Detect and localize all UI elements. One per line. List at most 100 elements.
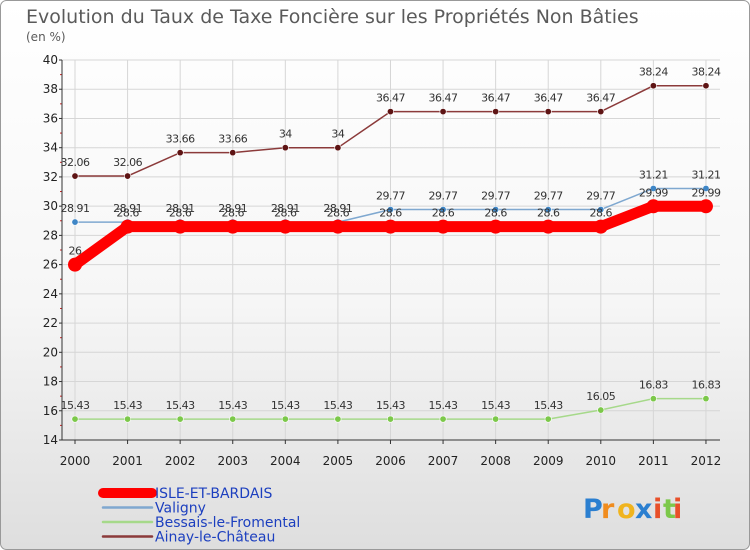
series-lines [68, 82, 713, 423]
x-tick-label: 2001 [112, 454, 143, 468]
data-point [281, 415, 289, 423]
x-tick-label: 2009 [533, 454, 564, 468]
logo-letter: i [673, 494, 682, 525]
data-label: 16.83 [691, 379, 720, 392]
data-point [649, 82, 657, 90]
y-tick-label: 38 [43, 82, 58, 96]
y-tick-label: 20 [43, 345, 58, 359]
data-point [176, 149, 184, 157]
legend-label: Bessais-le-Fromental [155, 515, 300, 531]
data-point [436, 219, 451, 234]
data-point [544, 108, 552, 116]
data-point [593, 219, 608, 234]
data-label: 36.47 [481, 92, 510, 105]
data-point [702, 395, 710, 403]
data-label: 15.43 [429, 399, 458, 412]
data-point [597, 406, 605, 414]
data-label: 36.47 [534, 92, 563, 105]
data-label: 15.43 [481, 399, 510, 412]
y-tick-label: 32 [43, 170, 58, 184]
logo-letter: t [663, 494, 676, 525]
data-label: 15.43 [61, 399, 90, 412]
data-label: 31.21 [639, 168, 668, 181]
data-label: 15.43 [534, 399, 563, 412]
data-point [124, 172, 132, 180]
data-label: 34 [331, 128, 344, 141]
logo-letter: P [583, 494, 603, 525]
data-label: 28.91 [323, 202, 352, 215]
data-point [597, 206, 605, 214]
data-label: 38.24 [639, 66, 668, 79]
data-point [646, 199, 661, 214]
x-tick-label: 2007 [428, 454, 459, 468]
data-label: 34 [279, 128, 292, 141]
data-point [120, 219, 135, 234]
data-point [439, 206, 447, 214]
data-point [386, 108, 394, 116]
y-tick-label: 30 [43, 199, 58, 213]
data-label: 36.47 [429, 92, 458, 105]
data-point [278, 219, 293, 234]
data-label: 16.05 [586, 390, 615, 403]
logo-letter: x [635, 494, 652, 525]
logo-letter: i [653, 494, 662, 525]
data-label: 28.6 [379, 207, 402, 220]
x-tick-label: 2002 [165, 454, 196, 468]
y-tick-label: 36 [43, 111, 58, 125]
data-label: 28.6 [537, 207, 560, 220]
chart-subtitle: (en %) [26, 30, 66, 44]
y-tick-label: 14 [43, 433, 58, 447]
y-tick-label: 16 [43, 404, 58, 418]
data-labels: 32.06 32.06 33.66 33.66 34 34 36.47 36.47 36.47 3… [61, 66, 722, 412]
data-point [330, 219, 345, 234]
legend-label: Ainay-le-Château [155, 530, 275, 546]
legend-label: Valigny [155, 501, 206, 517]
data-label: 29.77 [429, 190, 458, 203]
data-label: 38.24 [691, 66, 720, 79]
data-point [71, 172, 79, 180]
data-label: 15.43 [166, 399, 195, 412]
data-label: 15.43 [113, 399, 142, 412]
x-tick-label: 2005 [323, 454, 354, 468]
x-tick-label: 2006 [375, 454, 406, 468]
data-point [544, 206, 552, 214]
data-point [334, 415, 342, 423]
data-point [698, 199, 713, 214]
data-point [124, 415, 132, 423]
data-label: 15.43 [323, 399, 352, 412]
data-label: 15.43 [218, 399, 247, 412]
data-point [597, 108, 605, 116]
data-point [702, 82, 710, 90]
data-label: 29.77 [376, 190, 405, 203]
data-point [229, 149, 237, 157]
logo-letter: o [617, 494, 636, 525]
data-point [541, 219, 556, 234]
legend: ISLE-ET-BARDAISValignyBessais-le-Froment… [98, 486, 300, 546]
data-label: 28.6 [169, 207, 192, 220]
data-label: 29.77 [481, 190, 510, 203]
data-point [702, 184, 710, 192]
data-label: 31.21 [691, 168, 720, 181]
x-tick-label: 2004 [270, 454, 301, 468]
data-label: 29.77 [534, 190, 563, 203]
data-point [383, 219, 398, 234]
data-point [68, 257, 82, 272]
data-label: 28.91 [271, 202, 300, 215]
data-point [225, 219, 240, 234]
data-label: 15.43 [376, 399, 405, 412]
y-tick-label: 28 [43, 228, 58, 242]
data-point [649, 184, 657, 192]
data-label: 33.66 [218, 133, 247, 146]
y-tick-label: 34 [43, 141, 58, 155]
proxiti-logo: Pr o x i ti [583, 494, 682, 525]
chart-title: Evolution du Taux de Taxe Foncière sur l… [26, 6, 639, 28]
grid-lines [62, 59, 720, 441]
data-label: 28.91 [166, 202, 195, 215]
data-point [281, 144, 289, 152]
legend-label: ISLE-ET-BARDAIS [155, 486, 273, 502]
data-point [386, 206, 394, 214]
data-label: 28.91 [113, 202, 142, 215]
data-point [488, 219, 503, 234]
data-point [229, 415, 237, 423]
